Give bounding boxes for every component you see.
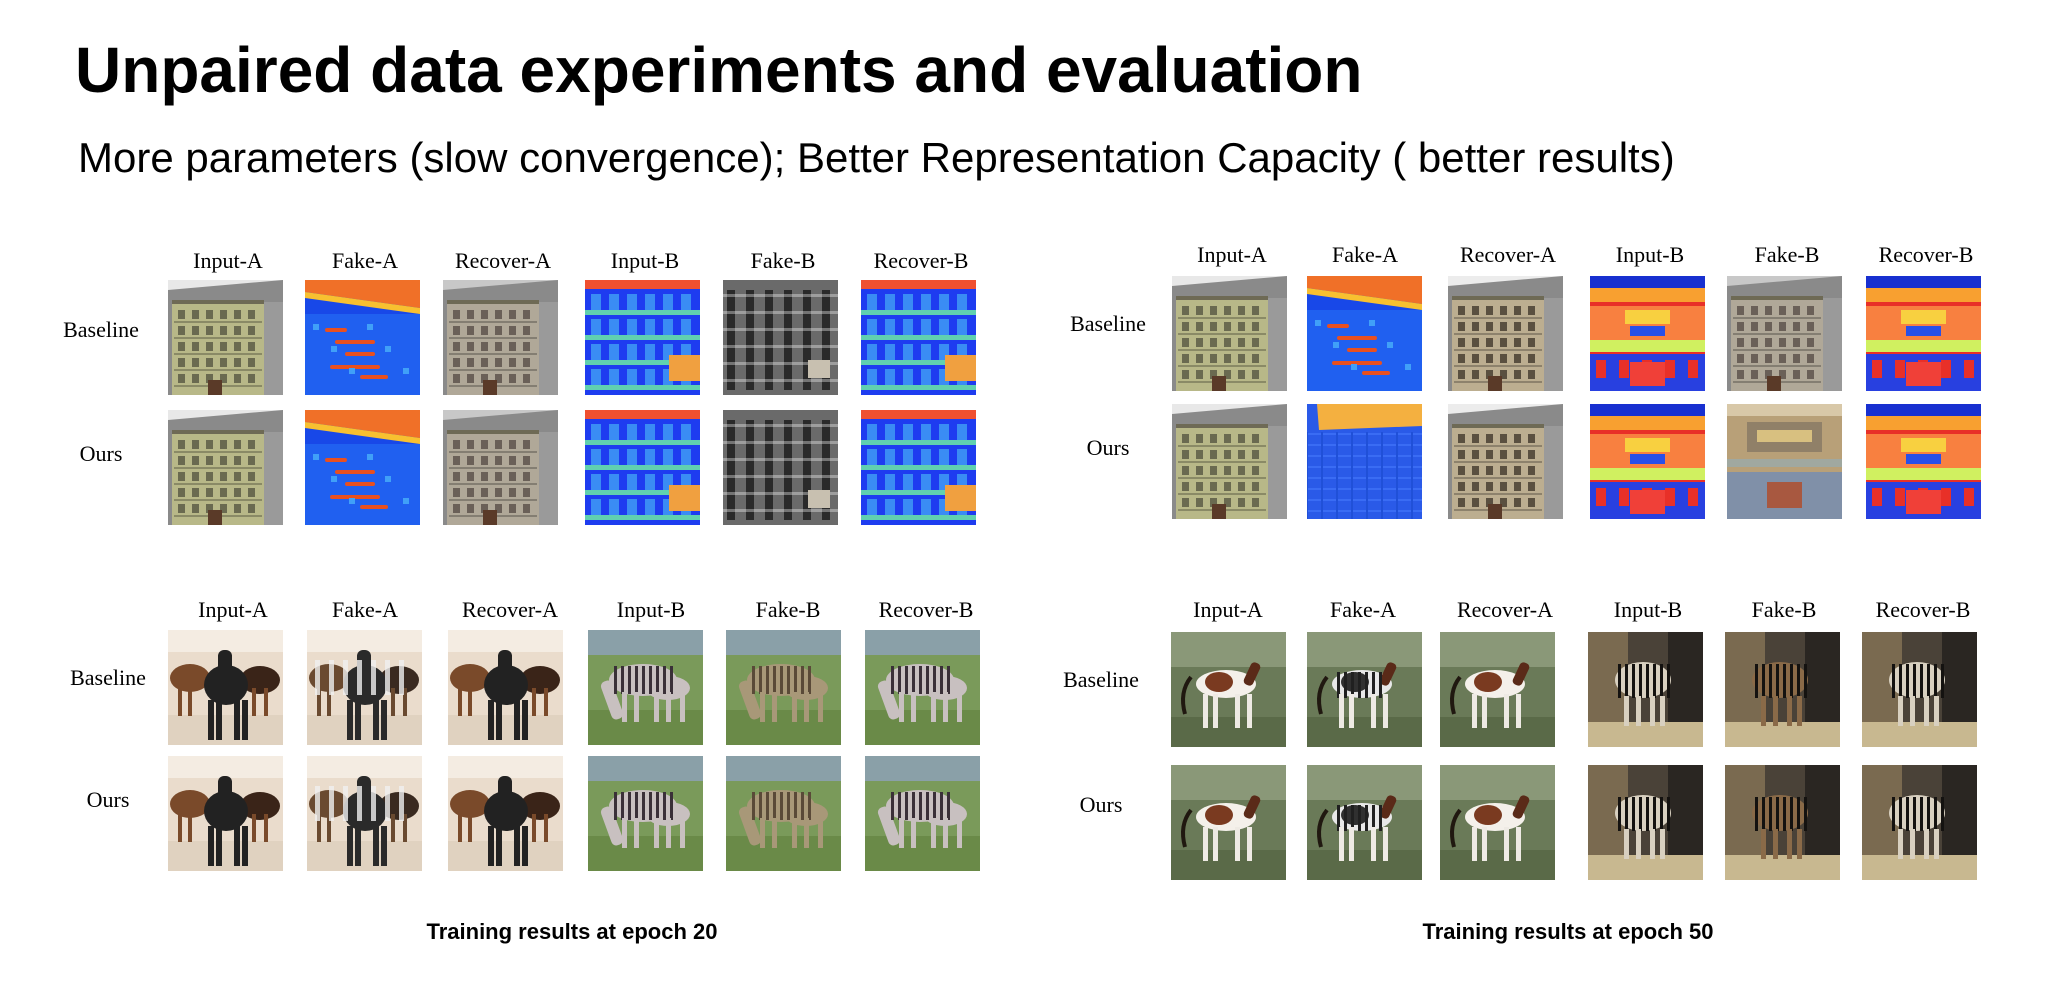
row-label: Baseline xyxy=(70,665,146,690)
result-image-zebra-shade xyxy=(1862,632,1977,747)
result-image-horses-striped xyxy=(307,630,422,745)
row-label: Baseline xyxy=(1063,667,1139,692)
column-header: Fake-A xyxy=(1332,242,1398,267)
column-header: Fake-B xyxy=(755,597,821,622)
result-image-building xyxy=(1172,404,1287,519)
row-label: Ours xyxy=(79,441,123,466)
result-image-zebras-grass xyxy=(865,630,980,745)
result-image-zebra-shade xyxy=(1588,765,1703,880)
column-header: Fake-B xyxy=(1754,242,1820,267)
result-image-facade-blue xyxy=(585,280,700,395)
result-image-zebra-shade-brown xyxy=(1725,632,1840,747)
result-image-zebras-grass xyxy=(588,630,703,745)
column-header: Recover-A xyxy=(1456,597,1554,622)
slide-subtitle: More parameters (slow convergence); Bett… xyxy=(78,134,1675,181)
caption-epoch-50: Training results at epoch 50 xyxy=(1422,919,1714,944)
row-label: Ours xyxy=(86,787,130,812)
result-image-foal xyxy=(1171,765,1286,880)
result-image-facade-red xyxy=(1866,276,1981,391)
column-header: Recover-A xyxy=(1459,242,1557,267)
column-header: Input-B xyxy=(1615,242,1685,267)
column-header: Input-B xyxy=(1613,597,1683,622)
column-header: Input-A xyxy=(1193,597,1263,622)
caption-epoch-20: Training results at epoch 20 xyxy=(426,919,718,944)
column-header: Recover-B xyxy=(878,597,974,622)
result-image-facade-blue xyxy=(585,410,700,525)
result-image-zebra-shade xyxy=(1862,765,1977,880)
result-image-foal xyxy=(1440,632,1555,747)
result-image-building xyxy=(168,410,283,525)
result-image-building-dark xyxy=(723,410,838,525)
column-header: Recover-B xyxy=(1875,597,1971,622)
row-label: Ours xyxy=(1086,435,1130,460)
result-image-building-gray xyxy=(1727,276,1842,391)
result-image-building-tan xyxy=(1727,404,1842,519)
slide-title: Unpaired data experiments and evaluation xyxy=(75,34,1363,106)
result-image-building-warm xyxy=(1448,404,1563,519)
result-image-building xyxy=(168,280,283,395)
result-image-facade-red xyxy=(1590,276,1705,391)
column-header: Input-B xyxy=(610,248,680,273)
result-image-heatmap xyxy=(305,280,420,395)
result-image-building-dark xyxy=(723,280,838,395)
column-header: Recover-B xyxy=(1878,242,1974,267)
result-image-zebra-shade xyxy=(1588,632,1703,747)
result-image-horses-striped xyxy=(307,756,422,871)
row-label: Baseline xyxy=(63,317,139,342)
column-header: Fake-B xyxy=(1751,597,1817,622)
column-header: Input-A xyxy=(198,597,268,622)
result-image-facade-blue xyxy=(861,410,976,525)
row-label: Baseline xyxy=(1070,311,1146,336)
result-image-facade-blue xyxy=(861,280,976,395)
result-image-facade-red xyxy=(1590,404,1705,519)
result-image-heatmap xyxy=(305,410,420,525)
result-image-foal xyxy=(1171,632,1286,747)
column-header: Recover-A xyxy=(461,597,559,622)
column-header: Recover-B xyxy=(873,248,969,273)
column-header: Fake-A xyxy=(332,597,398,622)
result-image-horses xyxy=(168,756,283,871)
result-image-building-gray xyxy=(443,280,558,395)
result-image-foal-striped xyxy=(1307,632,1422,747)
column-header: Fake-B xyxy=(750,248,816,273)
result-image-zebra-shade-brown xyxy=(1725,765,1840,880)
result-image-foal xyxy=(1440,765,1555,880)
result-image-building-warm xyxy=(1448,276,1563,391)
result-image-horses xyxy=(448,630,563,745)
result-image-zebras-grass xyxy=(588,756,703,871)
column-header: Input-A xyxy=(193,248,263,273)
result-image-horses xyxy=(168,630,283,745)
result-image-zebras-grass-tan xyxy=(726,756,841,871)
column-header: Fake-A xyxy=(332,248,398,273)
result-image-heatmap xyxy=(1307,276,1422,391)
row-label: Ours xyxy=(1079,792,1123,817)
result-image-building-gray xyxy=(443,410,558,525)
result-image-facade-red xyxy=(1866,404,1981,519)
result-image-zebras-grass xyxy=(865,756,980,871)
result-image-blue-pattern xyxy=(1307,404,1422,519)
result-image-foal-striped xyxy=(1307,765,1422,880)
result-image-zebras-grass-tan xyxy=(726,630,841,745)
column-header: Input-A xyxy=(1197,242,1267,267)
result-image-building xyxy=(1172,276,1287,391)
column-header: Input-B xyxy=(616,597,686,622)
result-image-horses xyxy=(448,756,563,871)
column-header: Fake-A xyxy=(1330,597,1396,622)
column-header: Recover-A xyxy=(454,248,552,273)
